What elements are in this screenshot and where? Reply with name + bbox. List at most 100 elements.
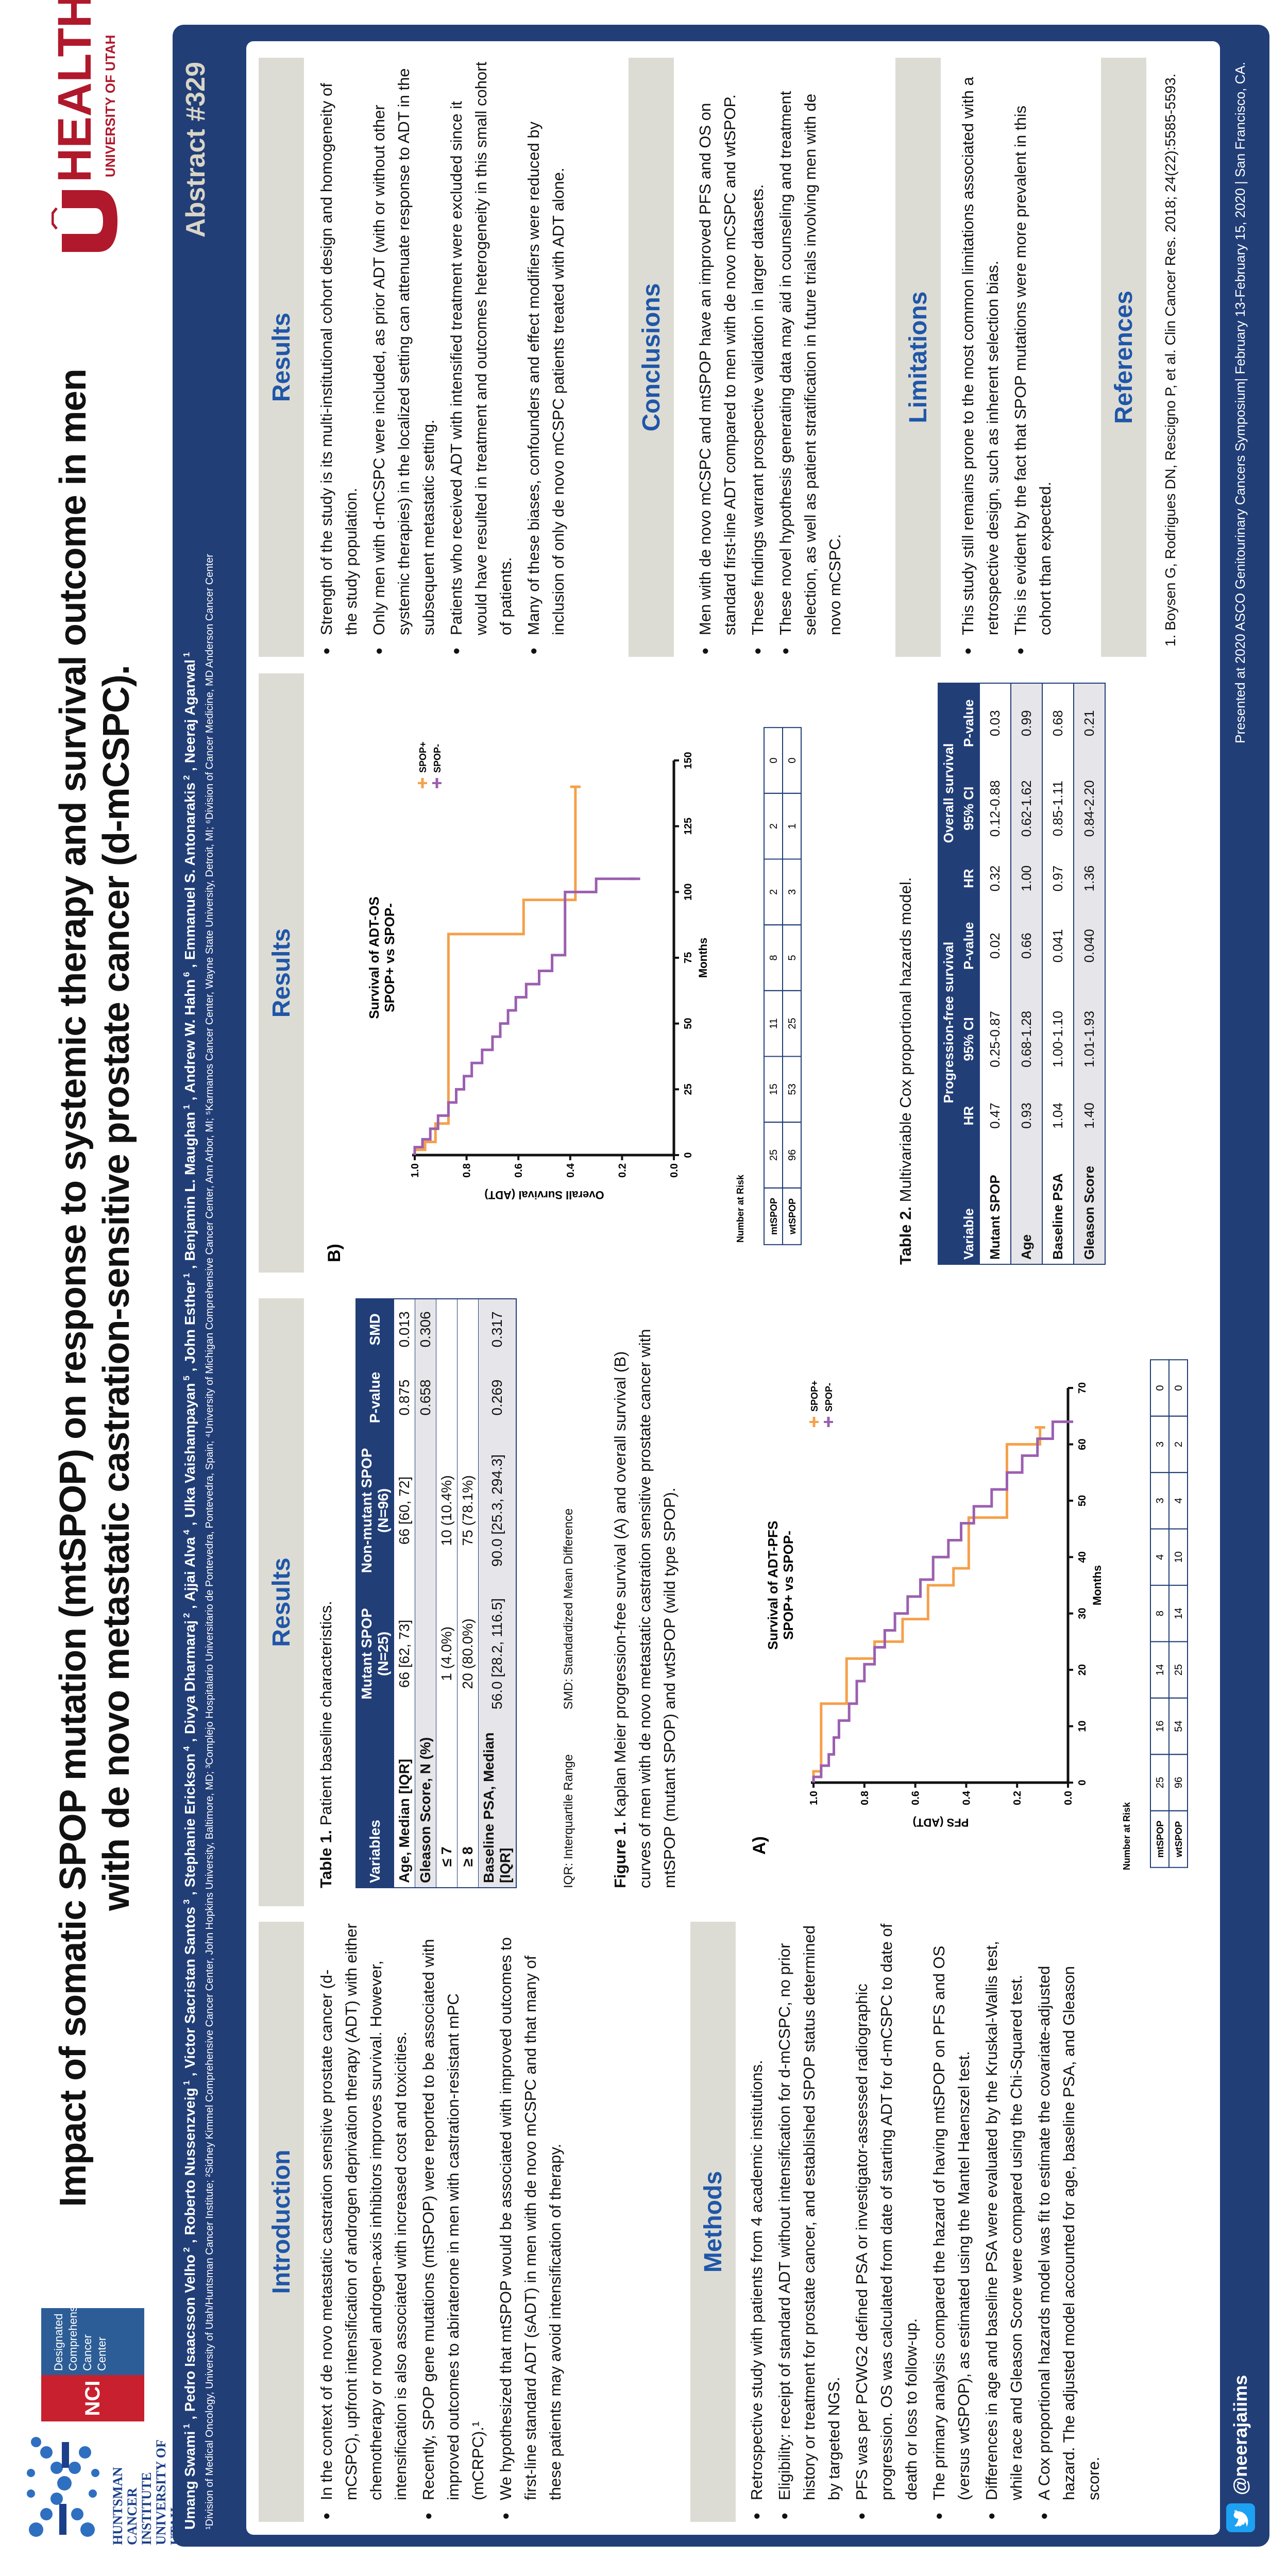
methods-section: Retrospective study with patients from 4… xyxy=(744,1922,1109,2522)
table2-cell: 0.03 xyxy=(979,683,1011,763)
risk-count: 0 xyxy=(787,757,798,763)
uhealth-wordmark: HEALTH xyxy=(48,0,101,182)
km-curve-spopneg xyxy=(413,877,635,1155)
methods-bullet: Retrospective study with patients from 4… xyxy=(744,1922,769,2522)
table1: Variables Mutant SPOP (N=25) Non-mutant SP… xyxy=(355,1298,517,1888)
methods-bullet: PFS was per PCWG2 defined PSA or investi… xyxy=(850,1922,924,2522)
table1-row: ≥ 8 20 (80.0%) 75 (78.1%) xyxy=(457,1299,479,1888)
risk-row-label: mtSPOP xyxy=(1155,1821,1165,1858)
table2-cell: 0.12-0.88 xyxy=(979,762,1011,855)
conclusion-bullet: These findings warrant prospective valid… xyxy=(745,58,770,657)
risk-count: 5 xyxy=(787,955,798,960)
references-list: 1. Boysen G, Rodrigues DN, Rescigno P, e… xyxy=(1159,64,1182,647)
x-tick-label: 100 xyxy=(683,884,694,901)
limitation-bullet: This study still remains prone to the mo… xyxy=(956,58,1005,657)
author-affiliation-number: 4 xyxy=(182,1746,192,1754)
nci-badge: NCI xyxy=(41,2375,144,2421)
results-bullet-list: Strength of the study is its multi-insti… xyxy=(314,58,571,657)
figure1-text: Kaplan Meier progression-free survival (… xyxy=(611,1329,679,1889)
table1-cell: 75 (78.1%) xyxy=(457,1435,479,1586)
table1-cell xyxy=(457,1299,479,1360)
author-name: Emmanuel S. Antonarakis xyxy=(182,782,198,960)
author-affiliation-number: 3 xyxy=(182,1899,192,1907)
introduction-section: In the context of de novo metastatic cas… xyxy=(314,1922,571,2522)
table2-row: Gleason Score 1.40 1.01-1.93 0.040 1.36 0.84-… xyxy=(1074,683,1105,1264)
risk-count: 25 xyxy=(787,1018,798,1029)
introduction-bullet: We hypothesized that mtSPOP would be ass… xyxy=(494,1922,568,2522)
twitter-handle[interactable]: @neerajaiims xyxy=(1226,2375,1255,2532)
risk-count: 16 xyxy=(1155,1720,1166,1732)
legend-label: SPOP- xyxy=(824,1383,834,1412)
author-affiliation-number: 2 xyxy=(182,1613,192,1620)
author-name: Andrew W. Hahn xyxy=(182,979,198,1093)
panel-label: A) xyxy=(750,1836,769,1855)
risk-count: 25 xyxy=(1173,1664,1184,1675)
author-name: Stephanie Erickson xyxy=(182,1753,198,1888)
table1-caption: Patient baseline characteristics. xyxy=(317,1601,335,1830)
y-tick-label: 0.6 xyxy=(910,1791,922,1805)
table1-cell xyxy=(436,1299,457,1360)
y-tick-label: 0.0 xyxy=(669,1163,680,1178)
risk-row-label: wtSPOP xyxy=(787,1198,798,1235)
poster-title: Impact of somatic SPOP mutation (mtSPOP)… xyxy=(52,289,138,2287)
conclusions-section: Men with de novo mCSPC and mtSPOP have a… xyxy=(693,58,851,657)
author: Neeraj Agarwal 1 xyxy=(182,652,198,763)
author-affiliation-number: 2 xyxy=(182,775,192,783)
chart-title: Survival of ADT-PFS xyxy=(765,1521,781,1650)
x-tick-label: 50 xyxy=(1077,1495,1088,1506)
risk-count: 4 xyxy=(1173,1498,1184,1503)
x-tick-label: 75 xyxy=(683,952,694,963)
x-tick-label: 40 xyxy=(1077,1551,1088,1563)
table2-title: Table 2. Multivariable Cox proportional … xyxy=(896,877,915,1265)
table1-cell: 10 (10.4%) xyxy=(436,1435,457,1586)
author: Ajjai Alva 4 , xyxy=(182,1517,198,1602)
x-tick-label: 30 xyxy=(1077,1608,1088,1619)
chart-title: SPOP+ vs SPOP- xyxy=(382,903,397,1012)
author-name: Pedro Isaacsson Velho xyxy=(182,2255,198,2412)
table1-cell xyxy=(436,1359,457,1436)
y-tick-label: 0.4 xyxy=(565,1163,577,1178)
table1-row: Gleason Score, N (%) 0.658 0.306 xyxy=(415,1299,436,1888)
author-name: Roberto Nussenzveig xyxy=(182,2088,198,2235)
table1-header-cell: Variables xyxy=(356,1722,394,1888)
methods-bullet: Differences in age and baseline PSA were… xyxy=(979,1922,1029,2522)
x-tick-label: 60 xyxy=(1077,1438,1088,1450)
y-axis-label: PFS (ADT) xyxy=(913,1816,969,1829)
x-tick-label: 10 xyxy=(1077,1720,1088,1732)
table1-cell: 0.875 xyxy=(394,1359,415,1436)
table2-cell: 0.84-2.20 xyxy=(1074,762,1105,855)
table1-title: Table 1. Patient baseline characteristic… xyxy=(317,1601,335,1888)
huntsman-logo: HUNTSMAN CANCER INSTITUTE UNIVERSITY OF … xyxy=(15,2432,183,2545)
risk-count: 25 xyxy=(768,1149,779,1161)
results-bullet: Strength of the study is its multi-insti… xyxy=(314,58,364,657)
twitter-handle-text[interactable]: @neerajaiims xyxy=(1230,2375,1251,2495)
table1-notes: IQR: Interquartile Range SMD: Standardiz… xyxy=(562,1509,576,1888)
risk-cell xyxy=(1168,1359,1188,1417)
table1-cell: 1 (4.0%) xyxy=(436,1585,457,1722)
x-tick-label: 70 xyxy=(1077,1382,1088,1394)
author-name: Umang Swami xyxy=(182,2431,198,2530)
table2-header-cell: Progression-free survival xyxy=(938,903,959,1142)
chart-title: Survival of ADT-OS xyxy=(366,896,382,1019)
table2-header-cell: HR xyxy=(959,1089,979,1142)
table1-row: Baseline PSA, Median [IQR] 56.0 [28.2, 11… xyxy=(478,1299,516,1888)
table1-cell: Baseline PSA, Median [IQR] xyxy=(478,1722,516,1888)
table1-header-cell: Non-mutant SPOP (N=96) xyxy=(356,1435,394,1586)
title-line-1: Impact of somatic SPOP mutation (mtSPOP)… xyxy=(53,369,94,2207)
methods-bullet-list: Retrospective study with patients from 4… xyxy=(744,1922,1106,2522)
y-tick-label: 0.8 xyxy=(462,1163,473,1178)
risk-count: 0 xyxy=(1155,1385,1166,1391)
introduction-bullet: Recently, SPOP gene mutations (mtSPOP) w… xyxy=(416,1922,490,2522)
table2-header-cell: P-value xyxy=(959,683,979,763)
risk-count: 3 xyxy=(1155,1442,1166,1447)
table1-cell: 0.269 xyxy=(478,1359,516,1436)
table1-cell: Age, Median [IQR] xyxy=(394,1722,415,1888)
y-tick-label: 0.0 xyxy=(1063,1791,1074,1805)
results-header-1: Results xyxy=(259,1298,304,1906)
table1-cell: 56.0 [28.2, 116.5] xyxy=(478,1585,516,1722)
results-bullet: Many of these biases, confounders and ef… xyxy=(521,58,571,657)
reference-item: 1. Boysen G, Rodrigues DN, Rescigno P, e… xyxy=(1162,73,1178,647)
author-affiliation-number: 1 xyxy=(182,1104,192,1112)
table2-cell: 0.32 xyxy=(979,854,1011,903)
figure1-caption: Figure 1. Kaplan Meier progression-free … xyxy=(608,1301,682,1889)
